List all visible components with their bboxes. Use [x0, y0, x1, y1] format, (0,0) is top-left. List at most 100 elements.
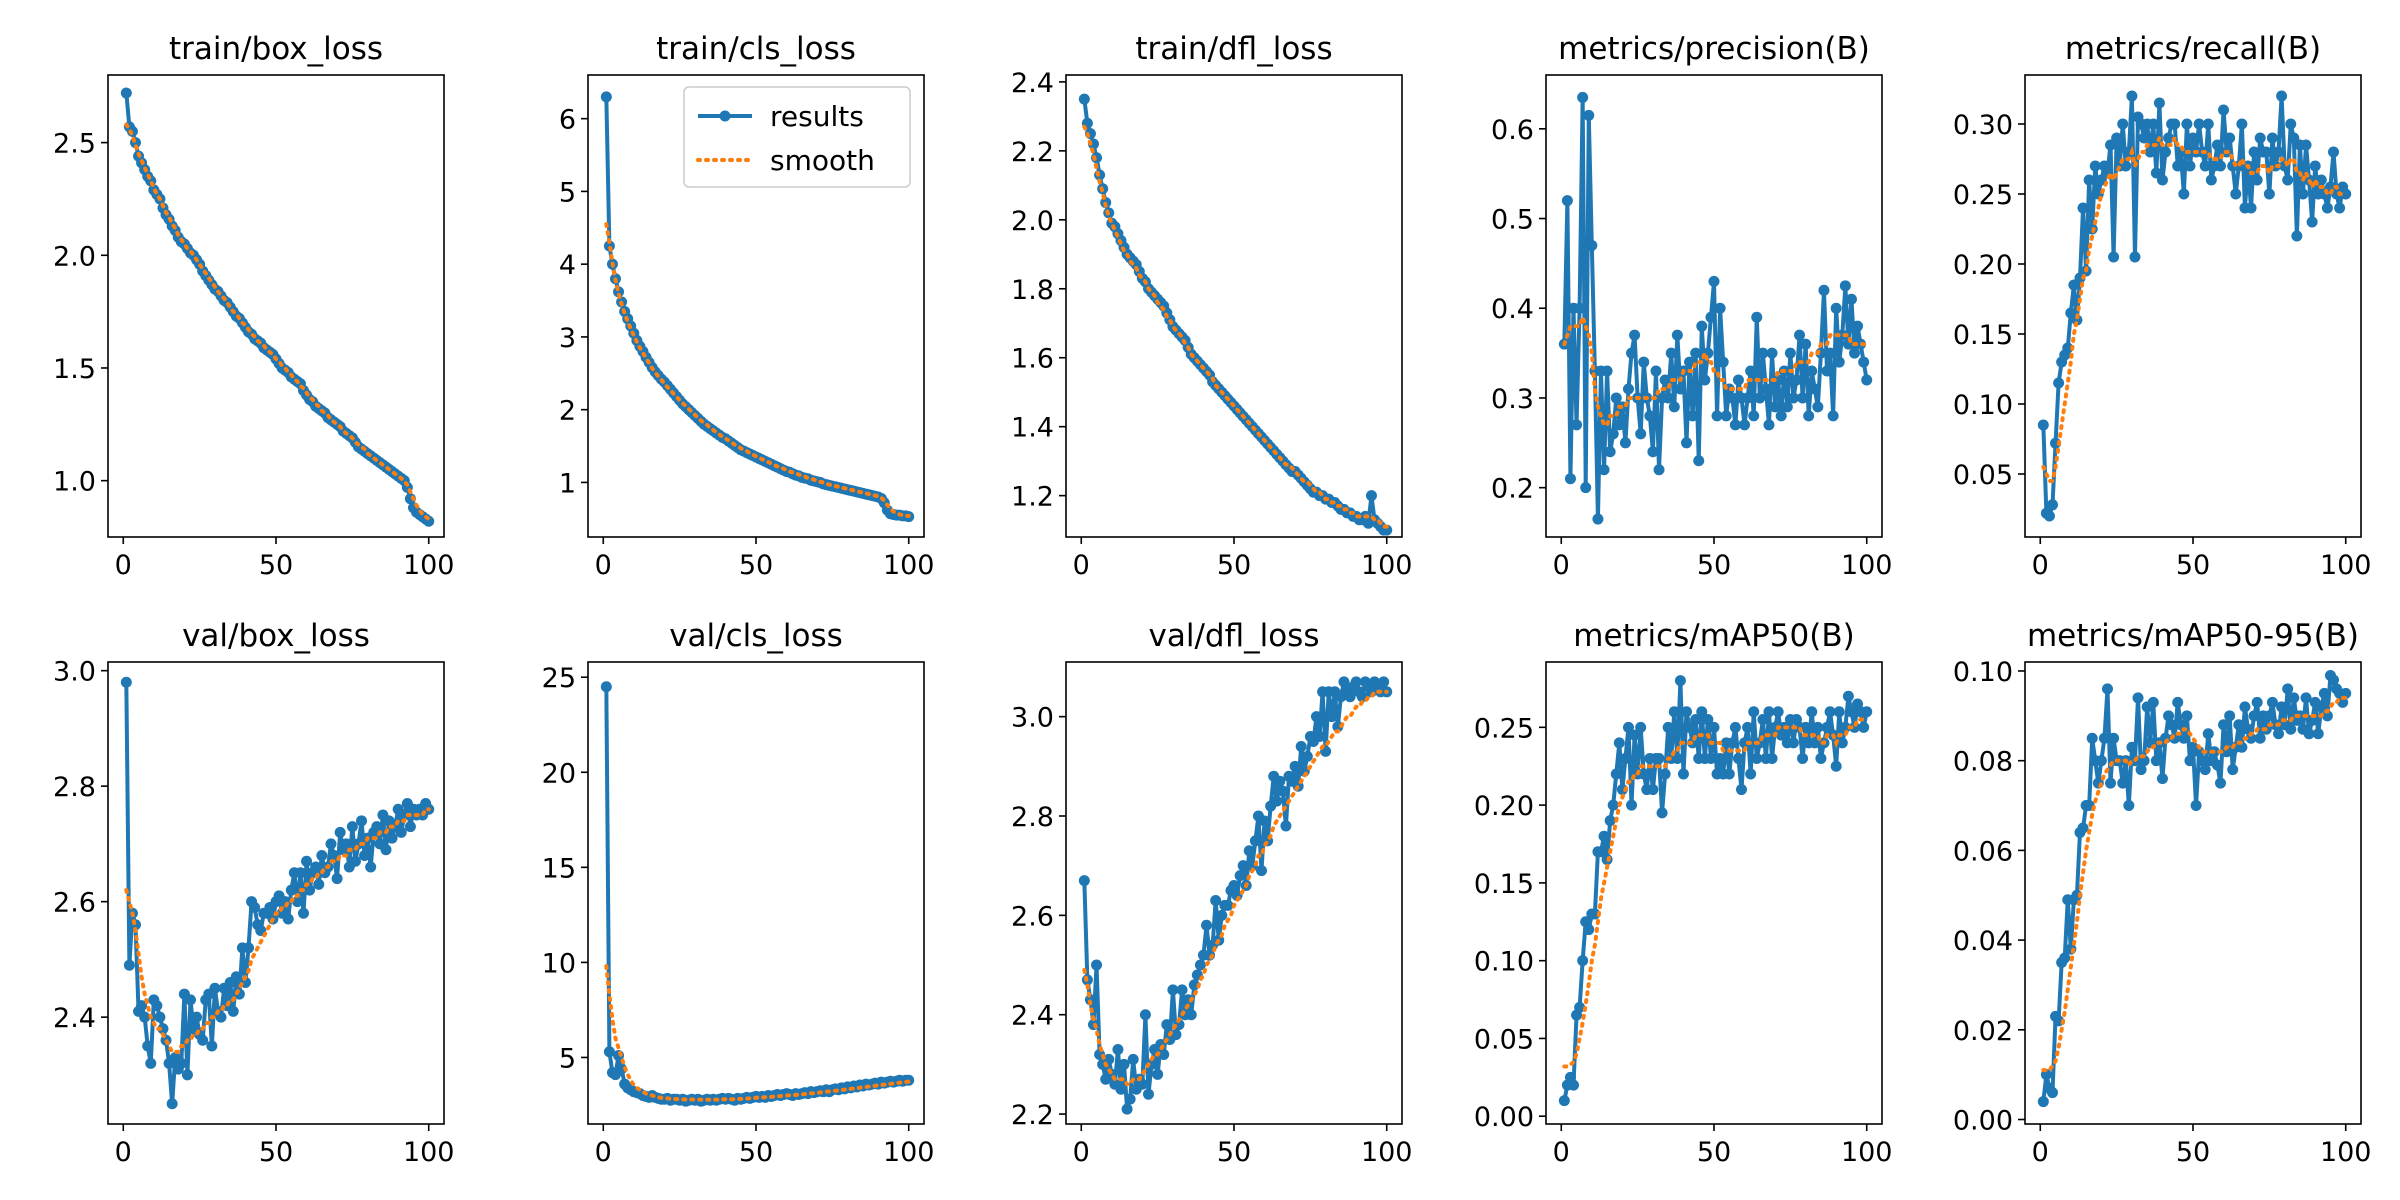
y-tick-label: 0.20 [1474, 791, 1534, 822]
results-point [206, 1040, 218, 1052]
results-series-line [1562, 95, 1869, 522]
y-tick-label: 0.6 [1491, 115, 1534, 146]
results-point [2318, 687, 2330, 699]
x-tick-label: 100 [2320, 1137, 2372, 1168]
results-point [1681, 706, 1693, 718]
results-point [2260, 146, 2272, 158]
results-series-line [1562, 678, 1869, 1102]
results-point [2120, 160, 2132, 172]
results-point [1378, 676, 1390, 688]
results-point [1772, 706, 1784, 718]
results-point [2211, 139, 2223, 151]
results-point [2095, 755, 2107, 767]
results-point [1210, 894, 1222, 906]
results-point [291, 896, 303, 908]
results-point [1571, 419, 1583, 431]
y-tick-label: 0.06 [1953, 836, 2013, 867]
subplot-metrics-map50-95-b: metrics/mAP50-95(B) 0 50 100 0.00 0.02 0.04 0.0… [1953, 618, 2372, 1168]
results-point [1249, 835, 1261, 847]
results-point [2178, 732, 2190, 744]
subplot-title: metrics/mAP50-95(B) [2027, 618, 2359, 654]
results-point [120, 676, 132, 688]
results-point [1726, 737, 1738, 749]
results-point [136, 1000, 148, 1012]
results-point [1809, 737, 1821, 749]
subplot-train-dfl-loss: train/dfl_loss 0 50 100 1.2 1.4 1.6 1.8 2.0 2.2 2.… [1011, 31, 1412, 581]
results-series-line [1082, 98, 1387, 533]
results-point [1748, 410, 1760, 422]
x-tick-label: 0 [595, 550, 612, 581]
results-point [1797, 752, 1809, 764]
results-point [1078, 93, 1090, 105]
results-point [1861, 706, 1873, 718]
results-point [1170, 1029, 1182, 1041]
results-point [184, 994, 196, 1006]
y-tick-label: 1 [559, 468, 576, 499]
results-point [1622, 383, 1634, 395]
results-point [2218, 719, 2230, 731]
subplot-val-dfl-loss: val/dfl_loss 0 50 100 2.2 2.4 2.6 2.8 3.0 [1011, 618, 1412, 1168]
results-point [1766, 752, 1778, 764]
results-point [1821, 365, 1833, 377]
results-point [2297, 188, 2309, 200]
y-tick-label: 0.5 [1491, 205, 1534, 236]
results-point [1681, 437, 1693, 449]
results-point [1601, 365, 1613, 377]
results-point [1757, 347, 1769, 359]
results-point [2303, 728, 2315, 740]
results-point [1732, 752, 1744, 764]
results-series-line [124, 92, 430, 523]
subplot-title: val/box_loss [182, 618, 370, 654]
y-tick-label: 25 [542, 663, 576, 694]
y-tick-label: 5 [559, 177, 576, 208]
results-point [1842, 690, 1854, 702]
y-tick-label: 2.5 [53, 129, 96, 160]
results-point [1745, 768, 1757, 780]
results-point [2254, 732, 2266, 744]
results-point [1118, 1058, 1130, 1070]
smooth-series-line [604, 964, 911, 1102]
results-point [2315, 701, 2327, 713]
results-point [1714, 752, 1726, 764]
results-point [600, 681, 612, 693]
results-point [365, 861, 377, 873]
results-point [1845, 293, 1857, 305]
results-point [1772, 374, 1784, 386]
results-point [1760, 383, 1772, 395]
results-point [1078, 875, 1090, 887]
x-tick-label: 100 [403, 550, 455, 581]
results-point [1705, 752, 1717, 764]
results-point [1858, 721, 1870, 733]
results-point [395, 826, 407, 838]
results-point [1800, 721, 1812, 733]
results-point [1216, 909, 1228, 921]
results-point [2230, 188, 2242, 200]
axes-frame [587, 661, 925, 1125]
subplot-metrics-recall-b: metrics/recall(B) 0 50 100 0.05 0.10 0.15 0.20 0… [1953, 31, 2372, 581]
results-point [1745, 365, 1757, 377]
results-point [2266, 132, 2278, 144]
results-point [2181, 118, 2193, 130]
y-tick-label: 1.4 [1011, 413, 1054, 444]
x-tick-label: 50 [259, 550, 293, 581]
results-point [334, 826, 346, 838]
smooth-series-line [124, 807, 431, 1054]
y-tick-label: 3.0 [53, 657, 96, 688]
results-point [1757, 714, 1769, 726]
results-point [2309, 160, 2321, 172]
results-point [1742, 721, 1754, 733]
results-point [2077, 822, 2089, 834]
legend: results smooth [683, 86, 911, 188]
results-point [331, 873, 343, 885]
results-point [2156, 773, 2168, 785]
results-point [1790, 374, 1802, 386]
x-tick-label: 100 [403, 1137, 455, 1168]
results-point [2199, 160, 2211, 172]
y-tick-label: 6 [559, 105, 576, 136]
results-point [1647, 446, 1659, 458]
y-tick-label: 2.6 [53, 888, 96, 919]
results-point [2062, 342, 2074, 354]
results-point [1185, 1009, 1197, 1021]
results-point [2205, 174, 2217, 186]
results-point [2224, 710, 2236, 722]
